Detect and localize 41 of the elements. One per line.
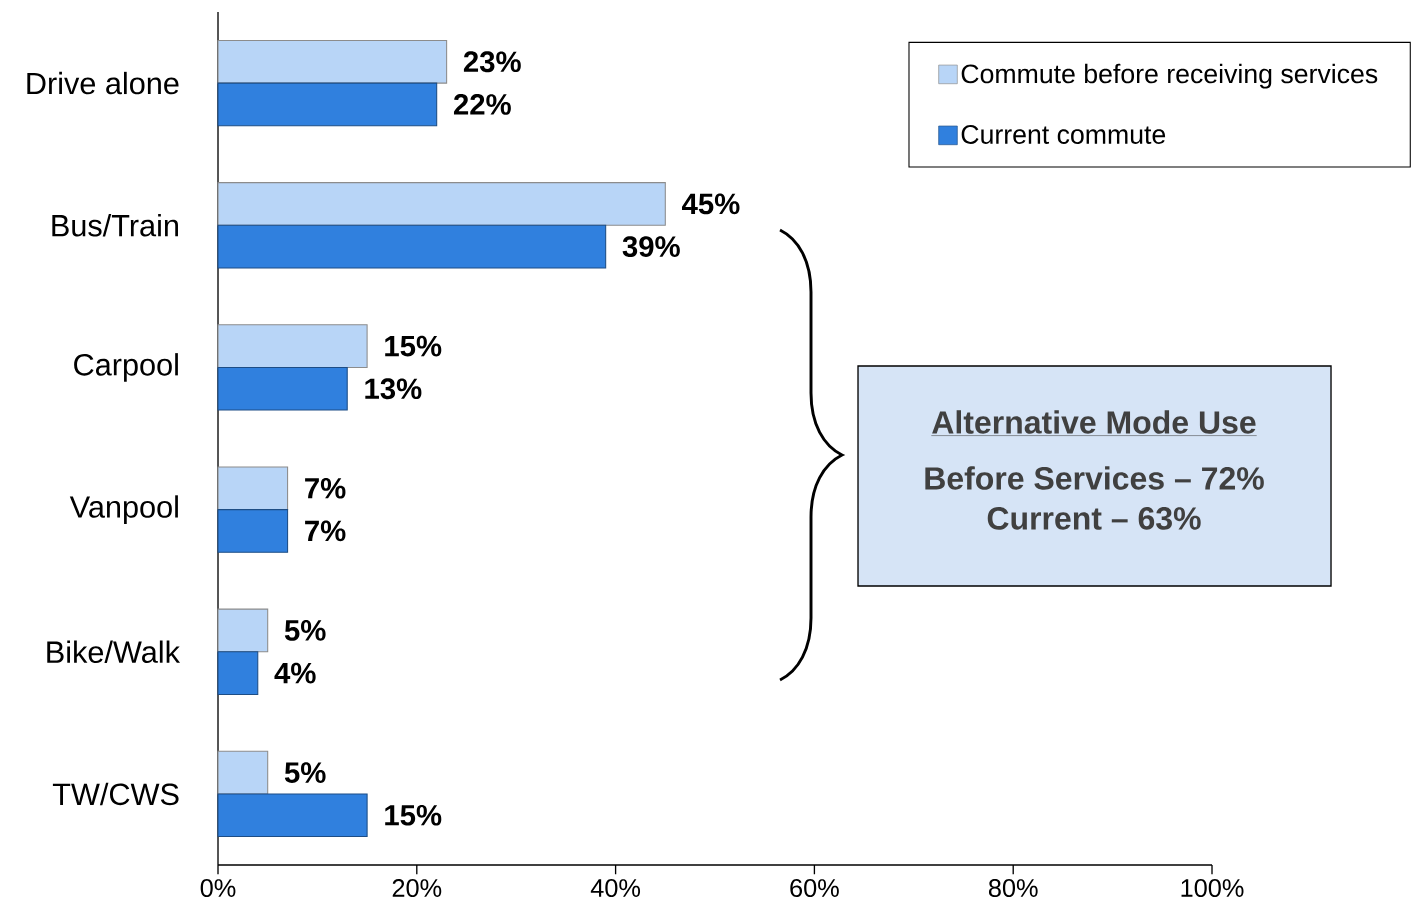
data-label: 39% <box>622 236 680 257</box>
annotation: Before Services – 72% <box>925 466 1264 490</box>
y-tick-label: TW/CWS <box>52 782 179 806</box>
y-tick-label: Carpool <box>74 353 178 382</box>
data-label: 45% <box>682 193 740 215</box>
bar <box>217 82 438 127</box>
bar <box>217 608 269 653</box>
bar <box>217 224 607 269</box>
data-label: 7% <box>305 520 346 542</box>
data-label: 5% <box>284 620 326 641</box>
data-label: 4% <box>274 662 316 684</box>
y-tick-label: Drive alone <box>27 71 179 95</box>
bar <box>217 793 368 838</box>
x-tick-label: 20% <box>392 879 442 897</box>
x-tick-label: 0% <box>200 879 236 897</box>
data-label: 5% <box>284 762 326 783</box>
bar <box>217 182 666 226</box>
bar <box>217 651 259 695</box>
x-tick-label: 40% <box>590 879 641 897</box>
legend-label: Current commute <box>961 125 1166 144</box>
bar <box>217 466 289 511</box>
annotation: Alternative Mode Use <box>932 410 1256 434</box>
legend-label: Commute before receiving services <box>961 63 1378 89</box>
x-tick-label: 100% <box>1181 879 1244 897</box>
data-label: 7% <box>305 477 346 499</box>
x-tick-label: 80% <box>988 879 1038 897</box>
bar <box>217 366 348 411</box>
bar <box>217 39 448 84</box>
bar <box>217 750 269 795</box>
data-label: 13% <box>365 378 422 400</box>
y-tick-label: Vanpool <box>69 495 178 524</box>
bar <box>217 324 368 368</box>
x-tick-label: 60% <box>790 879 839 897</box>
data-label: 22% <box>453 94 511 115</box>
data-label: 15% <box>385 335 442 357</box>
y-tick-label: Bike/Walk <box>47 640 181 664</box>
data-label: 15% <box>385 804 442 826</box>
data-label: 23% <box>463 51 521 73</box>
y-tick-label: Bus/Train <box>52 214 178 237</box>
annotation: Current – 63% <box>987 507 1201 530</box>
bar <box>217 509 289 553</box>
